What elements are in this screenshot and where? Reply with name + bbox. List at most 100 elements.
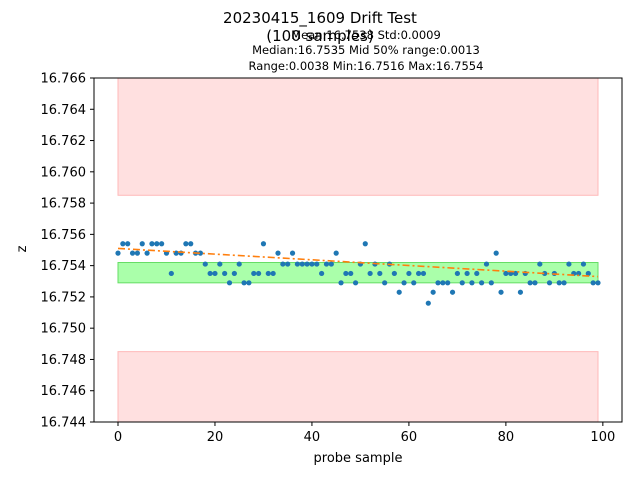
y-tick-label: 16.754 [41, 259, 87, 274]
y-tick-label: 16.760 [41, 165, 87, 180]
data-point [348, 270, 354, 277]
y-tick-label: 16.756 [41, 228, 87, 243]
x-tick-label: 20 [207, 430, 224, 445]
data-point [125, 241, 131, 247]
data-point [149, 241, 155, 247]
data-point [168, 270, 174, 277]
data-point [430, 289, 436, 295]
data-point [159, 241, 165, 247]
data-point [566, 261, 572, 267]
data-point [367, 270, 373, 277]
data-point [265, 270, 271, 277]
stats-line-2: Median:16.7535 Mid 50% range:0.0013 [252, 43, 480, 57]
data-point [425, 300, 431, 306]
data-point [120, 241, 126, 247]
data-point [420, 270, 427, 277]
data-point [222, 270, 228, 277]
data-point [454, 270, 460, 277]
data-point [188, 241, 194, 247]
data-point [294, 261, 300, 267]
data-point [406, 270, 412, 277]
data-point [440, 280, 446, 286]
data-point [493, 250, 499, 256]
x-axis-label: probe sample [314, 451, 403, 466]
data-point [532, 280, 538, 286]
data-point [556, 280, 562, 286]
data-point [134, 250, 140, 256]
band-0 [117, 77, 599, 196]
data-point [129, 250, 136, 256]
data-point [251, 270, 257, 277]
data-point [202, 261, 208, 267]
data-point [537, 261, 543, 267]
data-point [498, 289, 504, 295]
data-point [256, 270, 262, 277]
band-1 [117, 351, 599, 423]
trend-line [117, 247, 599, 278]
data-point [328, 261, 334, 267]
data-point [362, 241, 368, 247]
data-point [527, 280, 533, 286]
data-point [333, 250, 339, 256]
data-point [401, 280, 407, 286]
stats-line-3: Range:0.0038 Min:16.7516 Max:16.7554 [249, 59, 484, 73]
x-tick-label: 80 [498, 430, 515, 445]
data-point [197, 250, 204, 256]
data-point [319, 270, 325, 277]
data-point [449, 289, 456, 295]
data-point [416, 270, 422, 277]
data-point [314, 261, 320, 267]
data-point [377, 270, 383, 277]
y-tick-label: 16.744 [41, 416, 87, 431]
data-point [207, 270, 213, 277]
data-point [115, 250, 121, 256]
y-tick-label: 16.762 [41, 134, 87, 149]
data-point [299, 261, 305, 267]
data-point [212, 270, 218, 277]
data-point [561, 280, 567, 286]
data-point [590, 280, 596, 286]
x-tick-label: 100 [590, 430, 615, 445]
data-point [343, 270, 349, 277]
data-point [435, 280, 441, 286]
data-point [464, 270, 470, 277]
y-tick-label: 16.750 [41, 322, 87, 337]
y-tick-label: 16.766 [41, 72, 87, 87]
data-point [260, 241, 267, 247]
chart-subtitle: (100 samples) [266, 27, 373, 45]
data-point [483, 261, 490, 267]
data-point [139, 241, 145, 247]
data-point [226, 280, 233, 286]
data-point [396, 289, 402, 295]
data-point [391, 270, 397, 277]
data-point [585, 270, 591, 277]
data-point [503, 270, 509, 277]
data-point [236, 261, 242, 267]
data-point [246, 280, 252, 286]
x-tick-label: 60 [401, 430, 418, 445]
data-point [542, 270, 548, 277]
data-point [270, 270, 276, 277]
data-point [479, 280, 485, 286]
y-tick-label: 16.752 [41, 290, 87, 305]
data-point [289, 250, 296, 256]
data-point [241, 280, 247, 286]
y-tick-label: 16.748 [41, 353, 87, 368]
data-point [304, 261, 310, 267]
plot-area: 0 20 40 60 80 100 16.744 16.746 16.748 16.750 16.7… [41, 72, 623, 445]
data-point [546, 280, 553, 286]
data-point [144, 250, 150, 256]
data-point [445, 280, 451, 286]
data-point [231, 270, 237, 277]
x-tick-label: 0 [114, 430, 122, 445]
x-tick-label: 40 [304, 430, 321, 445]
data-point [474, 270, 480, 277]
data-point [280, 261, 286, 267]
y-tick-label: 16.758 [41, 197, 87, 212]
y-tick-label: 16.746 [41, 384, 87, 399]
data-point [352, 280, 359, 286]
data-point [469, 280, 475, 286]
data-point [459, 280, 465, 286]
data-point [154, 241, 160, 247]
